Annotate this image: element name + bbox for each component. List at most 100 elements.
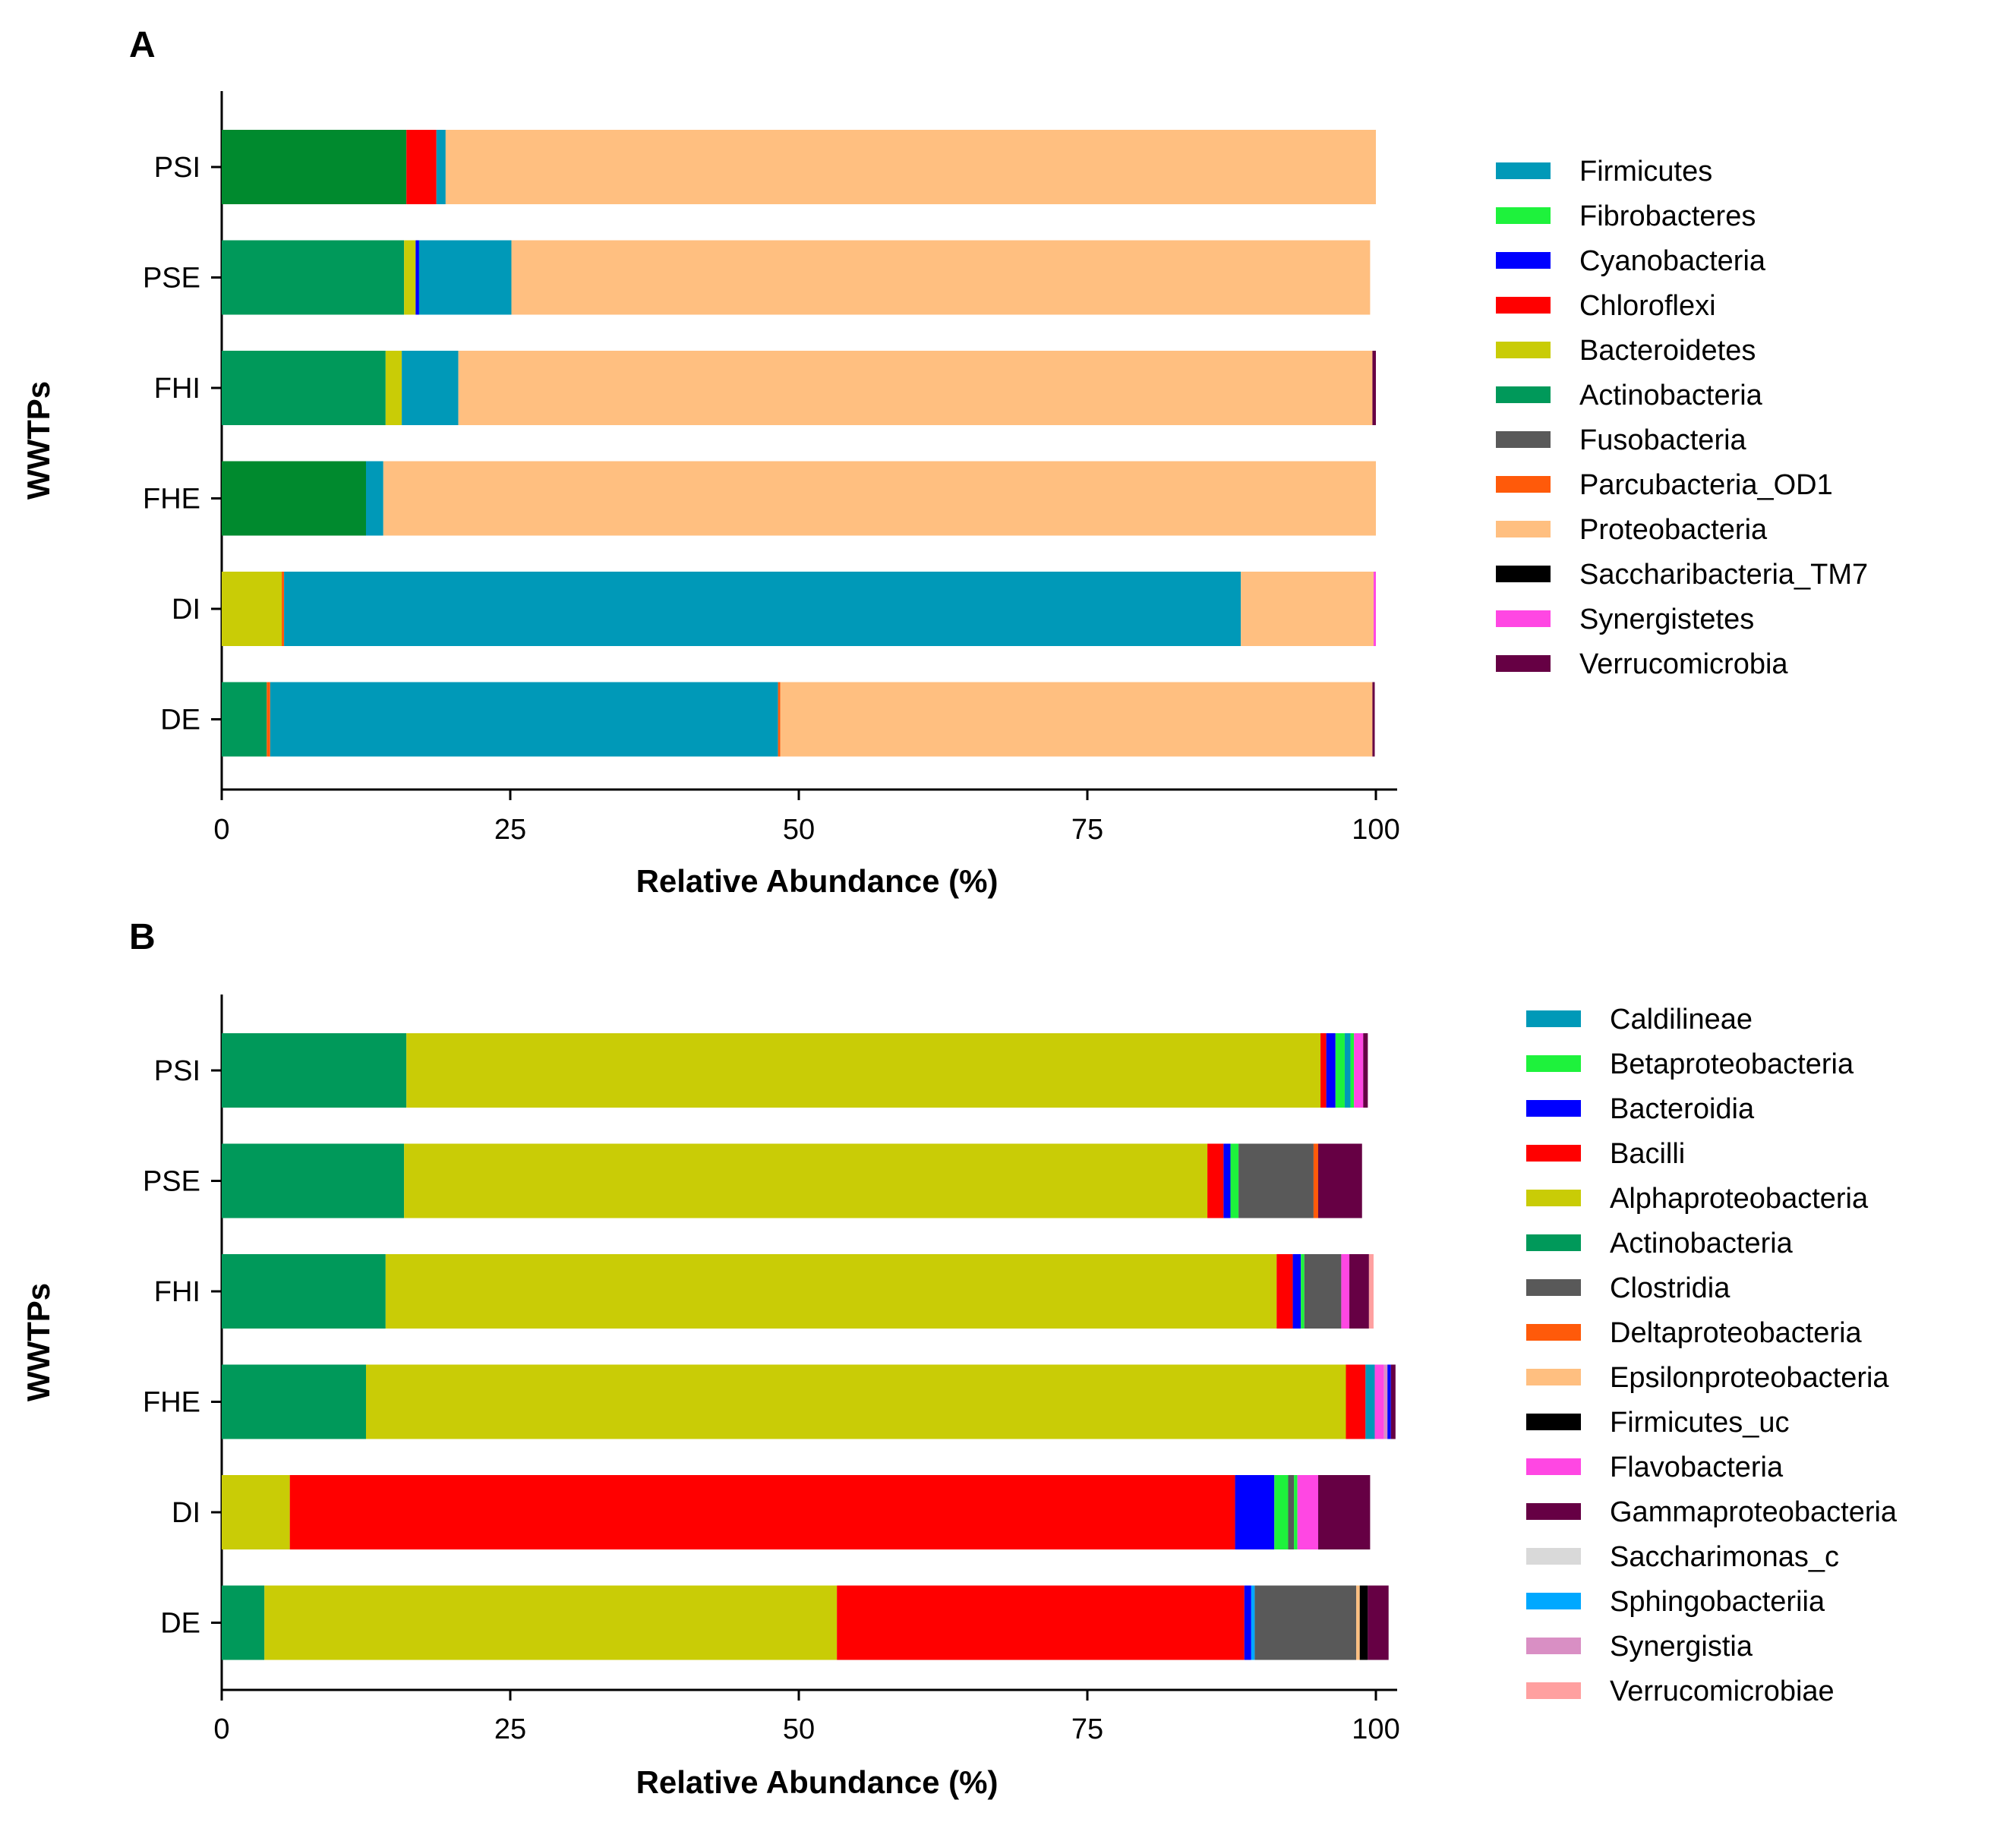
bar-segment-fhi-flavobacteria [1341,1254,1350,1329]
legend-label: Verrucomicrobiae [1610,1675,1835,1707]
bar-segment-de-firmicutes_uc [1359,1585,1368,1660]
legend-label: Betaproteobacteria [1610,1048,1854,1080]
bar-segment-psi-betaproteobacteria [1350,1033,1355,1108]
x-tick-label: 50 [783,814,815,846]
bar-segment-di-alphaproteobacteria [222,1475,290,1549]
x-tick-label: 0 [213,814,229,846]
bar-segment-di-bacilli [289,1475,1235,1549]
x-tick-label: 100 [1352,814,1399,846]
bar-segment-de-actinobacteria [222,1585,265,1660]
panel-letter: B [129,917,156,957]
legend-label: Saccharibacteria_TM7 [1579,559,1868,591]
bar-segment-pse-bacteroidia [1223,1143,1231,1218]
y-tick-label: DI [172,1497,200,1529]
bar-segment-fhe-proteobacteria [383,461,1376,536]
bar-segment-fhe-synergistia [1383,1364,1388,1439]
bar-segment-psi-actinobacteria [222,1033,407,1108]
legend-swatch [1496,521,1551,537]
bar-segment-fhi-bacteroidetes [385,351,402,425]
bar-segment-di-betaproteobacteria [1274,1475,1289,1549]
bar-segment-de-parcubacteria_od1 [267,682,270,757]
legend-swatch [1496,476,1551,493]
legend-label: Sphingobacteriia [1610,1586,1825,1618]
bar-segment-fhi-actinobacteria [222,351,386,425]
legend-swatch [1526,1503,1581,1520]
bar-segment-fhi-proteobacteria [458,351,1373,425]
legend-swatch [1526,1234,1581,1251]
legend-label: Firmicutes_uc [1610,1407,1790,1439]
legend-label: Caldilineae [1610,1004,1753,1036]
bar-segment-fhe-actinobacteria [222,461,366,536]
legend-label: Epsilonproteobacteria [1610,1362,1889,1394]
bar-segment-fhe-alphaproteobacteria [366,1364,1346,1439]
bar-segment-fhe-firmicutes [366,461,383,536]
bar-segment-fhe-bacteroidia [1387,1364,1391,1439]
x-tick-label: 75 [1071,814,1103,846]
bar-segment-pse-bacteroidetes [404,240,416,315]
x-tick-label: 100 [1352,1713,1399,1745]
legend-label: Actinobacteria [1610,1228,1794,1259]
bar-segment-psi-alphaproteobacteria [406,1033,1321,1108]
bar-segment-de-firmicutes [270,682,778,757]
bar-segment-pse-bacilli [1207,1143,1224,1218]
y-tick-label: PSE [143,263,200,295]
legend-label: Actinobacteria [1579,380,1763,411]
bar-segment-fhi-verrucomicrobia [1372,351,1376,425]
bar-segment-de-parcubacteria_od1 [778,682,781,757]
bar-segment-pse-alphaproteobacteria [404,1143,1208,1218]
legend-swatch [1526,1414,1581,1430]
legend-swatch [1526,1369,1581,1385]
legend-swatch [1526,1100,1581,1117]
legend-swatch [1526,1458,1581,1475]
bar-segment-fhe-bacilli [1346,1364,1366,1439]
legend-swatch [1496,655,1551,672]
bar-segment-fhi-firmicutes [402,351,459,425]
legend-swatch [1526,1010,1581,1027]
legend-swatch [1496,431,1551,448]
bar-segment-pse-firmicutes [418,240,512,315]
bar-segment-fhi-actinobacteria [222,1254,386,1329]
bar-segment-fhi-verrucomicrobiae [1368,1254,1374,1329]
bar-segment-de-actinobacteria [222,682,267,757]
legend-label: Bacteroidia [1610,1093,1755,1125]
legend-label: Fusobacteria [1579,424,1747,456]
bar-segment-psi-bacteroidia [1326,1033,1336,1108]
bar-segment-di-bacteroidia [1235,1475,1275,1549]
legend-swatch [1496,566,1551,582]
x-tick-label: 25 [494,1713,526,1745]
legend-swatch [1526,1682,1581,1699]
panel-a: A 0 25 50 75 100 Relative Abundance (%) WWTPs PS… [21,25,1868,899]
bar-segment-pse-betaproteobacteria [1230,1143,1239,1218]
legend-label: Parcubacteria_OD1 [1579,469,1833,501]
bar-segment-de-verrucomicrobia [1372,682,1375,757]
legend-swatch [1526,1145,1581,1162]
y-tick-label: FHE [143,484,200,515]
bar-segment-pse-gammaproteobacteria [1318,1143,1362,1218]
bar-segment-psi-bacilli [1320,1033,1327,1108]
bar-segment-fhe-actinobacteria [222,1364,366,1439]
y-axis-title: WWTPs [21,381,56,500]
bar-segment-psi-caldilineae [1344,1033,1351,1108]
bar-segment-de-bacteroidia [1244,1585,1251,1660]
bar-segment-di-bacteroidetes [222,572,282,646]
x-tick-label: 50 [783,1713,815,1745]
bar-segment-fhe-caldilineae [1365,1364,1375,1439]
bar-segment-de-bacilli [837,1585,1245,1660]
legend-label: Fibrobacteres [1579,200,1756,232]
legend-swatch [1496,297,1551,314]
y-tick-label: PSI [154,1055,200,1087]
bar-segment-pse-cyanobacteria [415,240,419,315]
y-tick-label: FHE [143,1387,200,1419]
legend-label: Bacilli [1610,1138,1685,1170]
legend-label: Flavobacteria [1610,1452,1784,1483]
bar-segment-fhi-gammaproteobacteria [1349,1254,1369,1329]
legend-swatch [1526,1190,1581,1206]
bar-segment-di-synergistetes [1373,572,1376,646]
y-tick-label: DE [160,1608,200,1640]
legend-swatch [1496,162,1551,179]
legend-swatch [1496,207,1551,224]
bar-segment-di-gammaproteobacteria [1318,1475,1371,1549]
bar-segment-psi-flavobacteria [1354,1033,1364,1108]
bar-segment-de-sphingobacteriia [1251,1585,1255,1660]
legend-label: Synergistetes [1579,604,1754,635]
